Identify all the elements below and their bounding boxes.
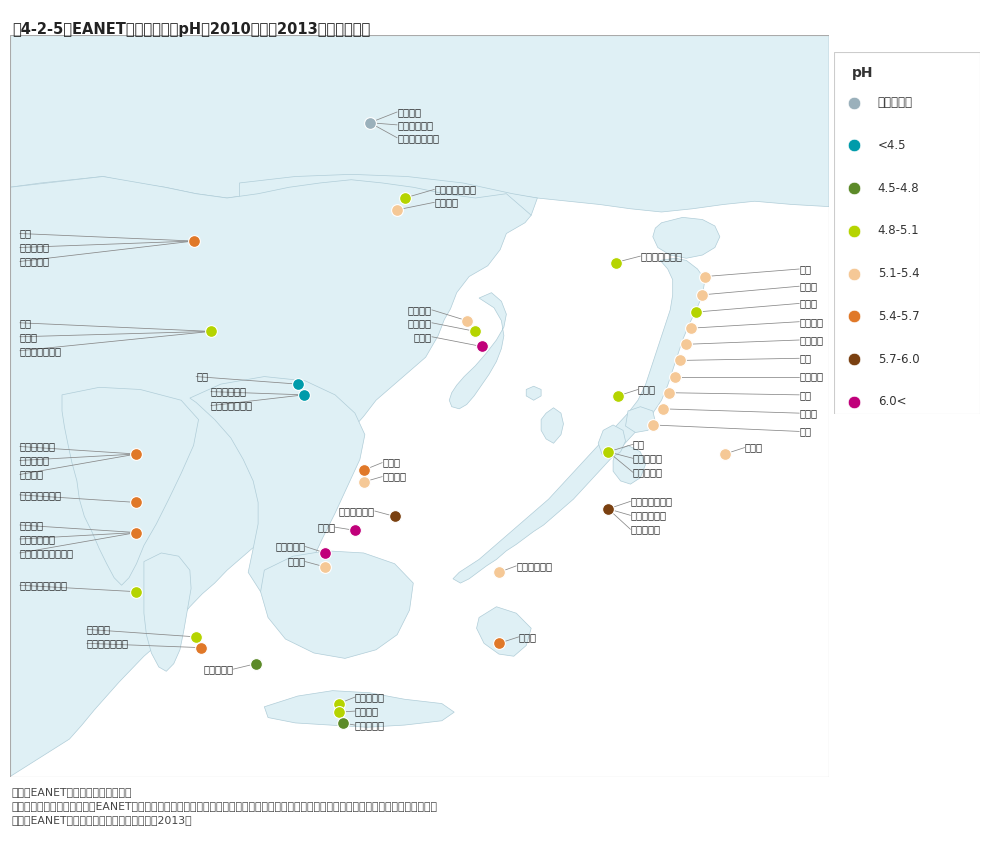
Polygon shape bbox=[189, 376, 365, 602]
Text: 6.0<: 6.0< bbox=[877, 395, 905, 408]
Text: ハノイ: ハノイ bbox=[382, 457, 400, 468]
Text: 隠岐: 隠岐 bbox=[799, 390, 810, 400]
Text: 5.7-6.0: 5.7-6.0 bbox=[877, 353, 919, 366]
Polygon shape bbox=[476, 607, 530, 656]
Polygon shape bbox=[540, 407, 563, 444]
Text: カンファ: カンファ bbox=[407, 305, 432, 315]
Text: サムートプラカーン: サムートプラカーン bbox=[20, 548, 74, 558]
Polygon shape bbox=[240, 174, 536, 219]
Polygon shape bbox=[10, 177, 530, 777]
Polygon shape bbox=[264, 690, 454, 728]
Text: クチン: クチン bbox=[287, 557, 305, 567]
Text: バンドゥン: バンドゥン bbox=[355, 720, 385, 730]
Text: ジャカルタ: ジャカルタ bbox=[355, 692, 385, 702]
Polygon shape bbox=[453, 258, 704, 583]
Text: 東京: 東京 bbox=[799, 353, 810, 363]
Polygon shape bbox=[625, 406, 655, 432]
Text: ヤンゴン: ヤンゴン bbox=[20, 469, 43, 480]
Text: コトタバン: コトタバン bbox=[203, 665, 233, 674]
Text: 利尻: 利尻 bbox=[799, 264, 810, 274]
Text: ペタリンジャヤ: ペタリンジャヤ bbox=[87, 639, 129, 648]
Text: パトゥンタニ: パトゥンタニ bbox=[20, 534, 56, 544]
Text: ハイフ: ハイフ bbox=[20, 331, 37, 342]
Text: イムシル: イムシル bbox=[407, 318, 432, 328]
Text: 珠海: 珠海 bbox=[196, 372, 208, 381]
Text: シャオビン: シャオビン bbox=[632, 467, 663, 477]
Text: ダナンバレー: ダナンバレー bbox=[516, 561, 552, 571]
Text: ビエンチャン: ビエンチャン bbox=[20, 442, 56, 451]
Text: プノンペン: プノンペン bbox=[275, 541, 305, 551]
Polygon shape bbox=[10, 35, 828, 212]
Text: ホアビン: ホアビン bbox=[382, 471, 406, 482]
Text: ジンユンシャン: ジンユンシャン bbox=[20, 346, 62, 356]
Text: タナラタ: タナラタ bbox=[87, 624, 110, 634]
Text: 図4-2-5　EANET地域の降水中pH（2010年から2013年の平均値）: 図4-2-5 EANET地域の降水中pH（2010年から2013年の平均値） bbox=[12, 22, 370, 36]
Text: 資料：EANET「東アジア酸性雨データ報告書2013」: 資料：EANET「東アジア酸性雨データ報告書2013」 bbox=[12, 815, 192, 825]
Text: ホンウェン: ホンウェン bbox=[632, 453, 663, 463]
Text: ジーウォズ: ジーウォズ bbox=[20, 256, 49, 267]
Polygon shape bbox=[260, 551, 413, 658]
Text: 西安: 西安 bbox=[20, 229, 32, 238]
Text: 5.1-5.4: 5.1-5.4 bbox=[877, 268, 919, 280]
Text: リストビヤンカ: リストビヤンカ bbox=[396, 133, 439, 142]
Text: セントーマス山: セントーマス山 bbox=[630, 496, 671, 507]
Text: セルポン: セルポン bbox=[355, 706, 379, 716]
Polygon shape bbox=[62, 387, 198, 585]
Text: <4.5: <4.5 bbox=[877, 139, 905, 152]
Text: 佐渡関岬: 佐渡関岬 bbox=[799, 317, 822, 327]
Text: ジュシエンドン: ジュシエンドン bbox=[211, 400, 252, 411]
Text: ナコンラチャシマ: ナコンラチャシマ bbox=[20, 580, 68, 590]
Polygon shape bbox=[612, 445, 645, 484]
Text: 竜飛岬: 竜飛岬 bbox=[799, 299, 816, 308]
Text: ダナン: ダナン bbox=[317, 522, 334, 532]
Text: 橘原: 橘原 bbox=[799, 426, 810, 437]
Text: 八方尾根: 八方尾根 bbox=[799, 335, 822, 345]
Text: カンチャナブリ: カンチャナブリ bbox=[20, 490, 62, 500]
Text: ２：測定方法については、EANETにおいて実技マニュアルとして定められている方法による。なお、精度保証・精度管理は実施している。: ２：測定方法については、EANETにおいて実技マニュアルとして定められている方法… bbox=[12, 801, 438, 811]
Text: 伊自良湖: 伊自良湖 bbox=[799, 372, 822, 381]
Text: 落石岬: 落石岬 bbox=[799, 281, 816, 291]
Text: pH: pH bbox=[851, 66, 873, 80]
Text: モンディ: モンディ bbox=[396, 107, 421, 117]
Text: 注１：EANETの公表資料より作成。: 注１：EANETの公表資料より作成。 bbox=[12, 787, 132, 797]
Text: チェンマイ: チェンマイ bbox=[20, 456, 49, 465]
Text: 小笠原: 小笠原 bbox=[743, 443, 762, 452]
Text: シャンジョウ: シャンジョウ bbox=[211, 387, 246, 397]
FancyBboxPatch shape bbox=[833, 52, 979, 414]
Text: ロスバノス: ロスバノス bbox=[630, 525, 660, 534]
Text: 4.5-4.8: 4.5-4.8 bbox=[877, 181, 919, 194]
Text: イルクーツク: イルクーツク bbox=[396, 120, 433, 129]
Text: 蟠竜湖: 蟠竜湖 bbox=[799, 408, 816, 419]
Polygon shape bbox=[652, 217, 719, 258]
Text: 厦門: 厦門 bbox=[632, 439, 644, 450]
Text: テレルジ: テレルジ bbox=[434, 198, 458, 207]
Text: クックプオン: クックプオン bbox=[338, 506, 375, 516]
Text: 5.4-5.7: 5.4-5.7 bbox=[877, 310, 919, 323]
Polygon shape bbox=[449, 293, 506, 409]
Polygon shape bbox=[144, 553, 191, 671]
Text: バンコク: バンコク bbox=[20, 520, 43, 530]
Text: 重慶: 重慶 bbox=[20, 318, 32, 328]
Text: データなし: データなし bbox=[877, 96, 912, 109]
Text: シージャン: シージャン bbox=[20, 243, 49, 253]
Text: 済州島: 済州島 bbox=[413, 331, 432, 342]
Text: メトロマニラ: メトロマニラ bbox=[630, 510, 666, 520]
Text: プリモルスカヤ: プリモルスカヤ bbox=[640, 251, 681, 261]
Polygon shape bbox=[598, 425, 625, 458]
Polygon shape bbox=[526, 387, 540, 400]
Text: マロス: マロス bbox=[519, 632, 536, 642]
Text: 辺戸岬: 辺戸岬 bbox=[637, 385, 656, 394]
Text: ウランバートル: ウランバートル bbox=[434, 185, 476, 194]
Text: 4.8-5.1: 4.8-5.1 bbox=[877, 224, 919, 237]
